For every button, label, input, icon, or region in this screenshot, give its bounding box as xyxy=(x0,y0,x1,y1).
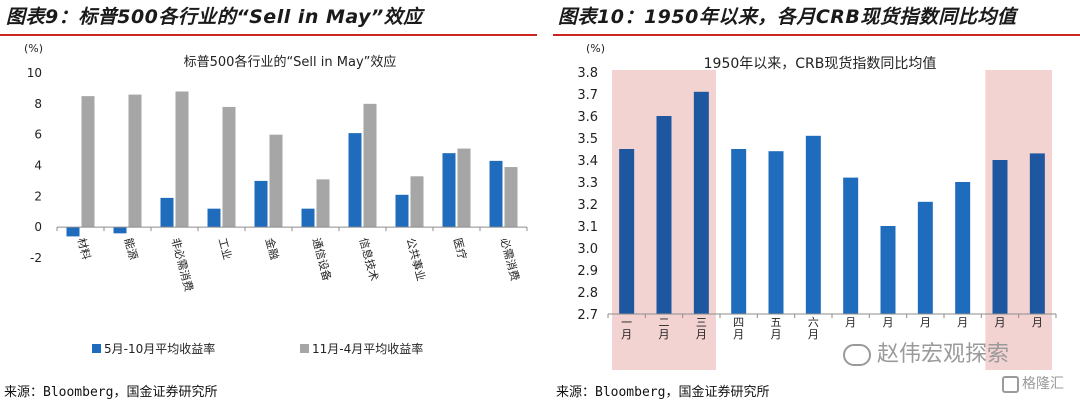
chart1-title: 标普500各行业的“Sell in May”效应 xyxy=(184,54,397,70)
right-panel-header: 图表10：1950年以来，各月CRB现货指数同比均值 xyxy=(558,6,1017,28)
chart1-legend-swatch xyxy=(92,344,101,353)
chart2-month-label: 月 xyxy=(920,316,931,329)
chart1-category-label: 能源 xyxy=(122,236,141,261)
chart1-bar-may-oct xyxy=(207,208,221,228)
chart2-ytick-label: 3.1 xyxy=(577,220,598,235)
chart2-ytick-label: 3.8 xyxy=(577,66,598,81)
chart1-bar-nov-apr xyxy=(457,148,471,228)
chart2-unit-label: (%) xyxy=(586,42,605,55)
chart1-bar-nov-apr xyxy=(128,94,142,228)
chart1-legend-label: 5月-10月平均收益率 xyxy=(104,341,215,356)
wechat-icon xyxy=(843,344,871,366)
chart1-category-label: 金融 xyxy=(263,236,282,261)
chart2-bar xyxy=(955,182,971,314)
wechat-watermark: 赵伟宏观探索 xyxy=(843,336,1009,368)
chart2-month-label: 一月 xyxy=(621,316,632,341)
chart2-month-label: 六月 xyxy=(808,316,819,341)
chart1-bar-may-oct xyxy=(160,197,174,228)
chart1-bar-nov-apr xyxy=(175,91,189,228)
watermark-account: 赵伟宏观探索 xyxy=(877,342,1010,367)
left-header-rule xyxy=(0,34,537,36)
chart2-ytick-label: 3.7 xyxy=(577,88,598,103)
chart1-legend-swatch xyxy=(300,344,309,353)
chart2-bar xyxy=(917,201,933,314)
chart1-bar-may-oct xyxy=(489,160,503,228)
chart1-category-label: 材料 xyxy=(75,236,94,261)
chart2-bar xyxy=(768,151,784,314)
brand-watermark: 格隆汇 xyxy=(1002,373,1064,393)
chart2-month-label: 月 xyxy=(883,316,894,329)
chart1-bar-nov-apr xyxy=(504,167,518,228)
chart2-ytick-label: 3.3 xyxy=(577,176,598,191)
chart2-month-label: 三月 xyxy=(696,316,707,341)
chart1-unit-label: (%) xyxy=(24,42,43,55)
chart1-bar-may-oct xyxy=(66,227,80,237)
chart1-bar-nov-apr xyxy=(222,106,236,228)
right-source-note: 来源：Bloomberg，国金证券研究所 xyxy=(556,385,770,400)
chart1-legend-label: 11月-4月平均收益率 xyxy=(312,341,423,356)
right-header-rule xyxy=(553,34,1080,36)
chart1-ytick-label: 8 xyxy=(34,97,42,111)
chart2-ytick-label: 3.4 xyxy=(577,154,598,169)
chart1-bar-nov-apr xyxy=(81,96,95,228)
left-source-note: 来源：Bloomberg，国金证券研究所 xyxy=(4,385,218,400)
chart1-ytick-label: 4 xyxy=(34,159,42,173)
chart2-month-label: 二月 xyxy=(659,316,670,341)
chart1-bar-nov-apr xyxy=(316,179,330,228)
left-panel-header: 图表9：标普500各行业的“Sell in May”效应 xyxy=(6,6,423,28)
chart2-ytick-label: 3.5 xyxy=(577,132,598,147)
chart2-month-label: 月 xyxy=(957,316,968,329)
chart1-ytick-label: 2 xyxy=(34,189,42,203)
chart2-bar xyxy=(656,116,672,314)
chart1-bar-may-oct xyxy=(442,153,456,228)
chart2-month-label: 月 xyxy=(995,316,1006,329)
chart2-bar xyxy=(1029,153,1045,314)
chart2-month-label: 月 xyxy=(1032,316,1043,329)
chart1-bar-may-oct xyxy=(254,180,268,228)
chart2-bar xyxy=(731,149,747,314)
chart1-ytick-label: -2 xyxy=(30,251,42,265)
chart2-ytick-label: 2.8 xyxy=(577,286,598,301)
chart2-bar xyxy=(693,91,709,314)
chart2-month-label: 五月 xyxy=(771,316,782,341)
watermark-brand: 格隆汇 xyxy=(1022,376,1064,392)
brand-logo-icon xyxy=(1002,375,1019,393)
chart1-ytick-label: 10 xyxy=(27,66,42,80)
chart2-bar xyxy=(843,177,859,314)
chart2-ytick-label: 3.6 xyxy=(577,110,598,125)
chart1-bar-may-oct xyxy=(113,227,127,234)
chart1-ytick-label: 6 xyxy=(34,128,42,142)
chart2-title: 1950年以来，CRB现货指数同比均值 xyxy=(704,55,937,72)
chart1-bar-may-oct xyxy=(395,194,409,228)
chart1-ytick-label: 0 xyxy=(34,220,42,234)
chart1-bar-nov-apr xyxy=(363,103,377,228)
chart2-month-label: 月 xyxy=(845,316,856,329)
sector-sell-in-may-chart: 标普500各行业的“Sell in May”效应 (%) -2 0 2 4 6 8 10 材料 能源… xyxy=(24,42,528,356)
chart2-month-label: 四月 xyxy=(733,316,744,341)
crb-monthly-chart: 1950年以来，CRB现货指数同比均值 (%) 2.7 2.8 2.9 3.0 3.1 3.2… xyxy=(577,42,1057,370)
chart2-ytick-label: 2.7 xyxy=(577,308,598,323)
chart1-category-label: 医疗 xyxy=(451,236,470,261)
chart1-category-label: 工业 xyxy=(216,237,234,262)
chart2-ytick-label: 3.0 xyxy=(577,242,598,257)
chart2-ytick-label: 3.2 xyxy=(577,198,598,213)
chart1-bar-may-oct xyxy=(301,208,315,228)
chart2-ytick-label: 2.9 xyxy=(577,264,598,279)
chart1-bar-may-oct xyxy=(348,133,362,228)
chart2-bar xyxy=(992,160,1008,314)
chart2-bar xyxy=(805,135,821,314)
chart2-bar xyxy=(880,226,896,314)
chart1-bar-nov-apr xyxy=(410,176,424,228)
chart2-bar xyxy=(619,149,635,314)
chart1-bar-nov-apr xyxy=(269,134,283,228)
